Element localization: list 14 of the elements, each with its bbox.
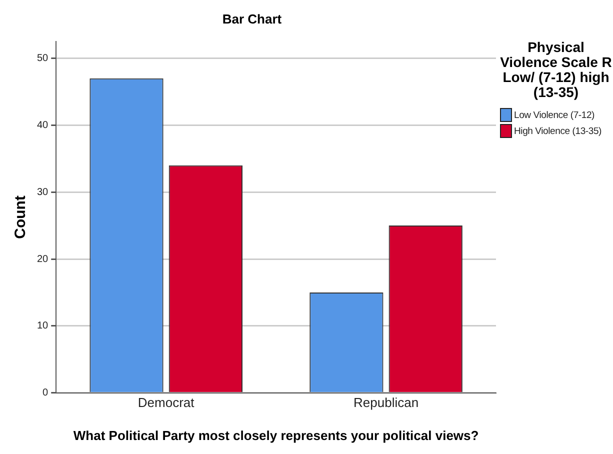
y-tick-label: 30 xyxy=(37,186,49,198)
x-tick-label: Republican xyxy=(354,395,419,410)
y-tick-label: 40 xyxy=(37,120,49,131)
x-axis-title: What Political Party most closely represents your political views? xyxy=(73,428,479,443)
y-tick-label: 0 xyxy=(42,388,49,399)
x-tick-label: Democrat xyxy=(138,395,195,410)
legend-label: High Violence (13-35) xyxy=(514,126,602,136)
y-tick-label: 50 xyxy=(37,53,49,64)
y-tick-label: 10 xyxy=(37,320,49,332)
chart-title: Bar Chart xyxy=(222,11,282,26)
legend-title: Physical Violence Scale R Low/ (7-12) high (13-35) xyxy=(500,39,612,100)
y-axis-title: Count xyxy=(12,196,30,239)
y-tick-label: 20 xyxy=(37,254,49,265)
legend-label: Low Violence (7-12) xyxy=(514,110,595,120)
